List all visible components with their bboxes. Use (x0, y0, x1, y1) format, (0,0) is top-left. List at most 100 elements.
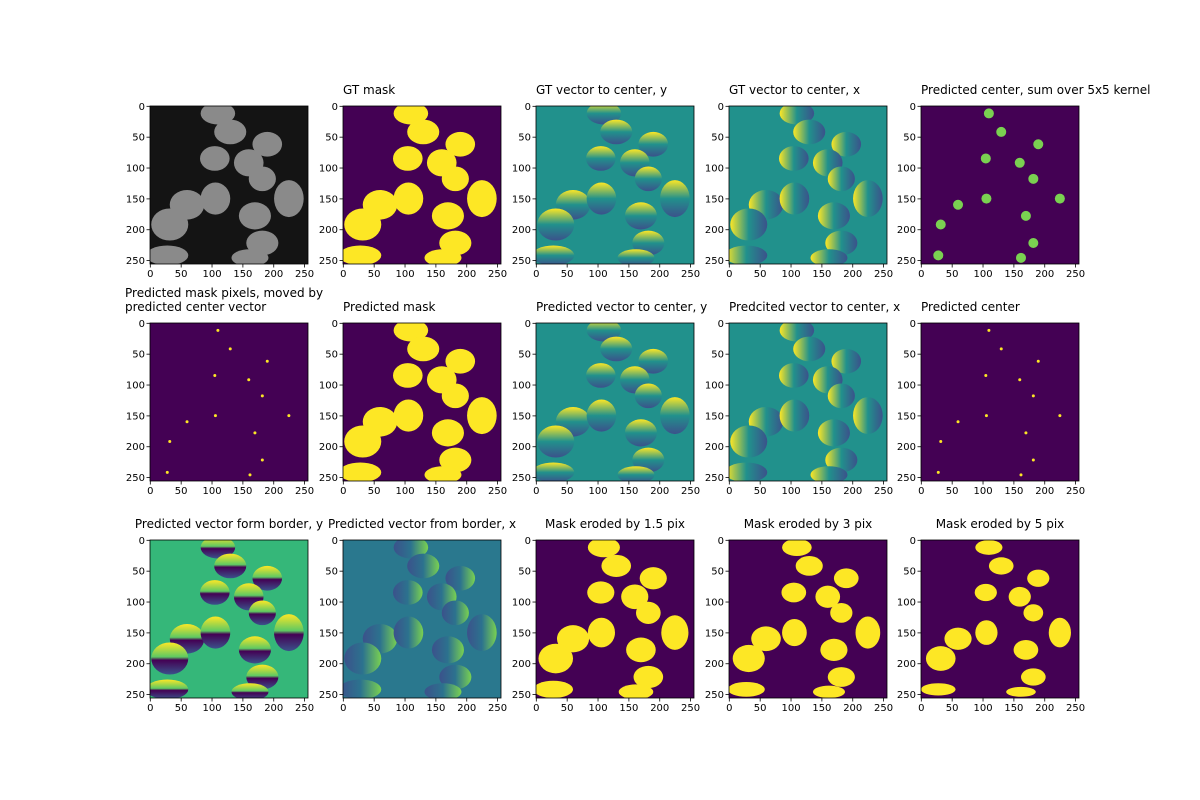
y-tick-label: 100 (705, 164, 724, 175)
panel-title: GT vector to center, y (536, 83, 667, 97)
nucleus (974, 583, 997, 602)
x-tick-label: 250 (488, 486, 507, 497)
center-spot (956, 420, 960, 424)
panel-title: Predcited vector to center, x (729, 300, 900, 314)
x-tick-label: 0 (340, 486, 346, 497)
panel-title: Predicted vector from border, x (328, 517, 516, 531)
x-tick-label: 200 (457, 269, 476, 280)
x-tick-label: 200 (264, 269, 283, 280)
x-tick-label: 100 (202, 486, 221, 497)
y-tick-label: 150 (897, 194, 916, 205)
axes-frame (342, 539, 502, 699)
center-blob (1054, 193, 1065, 204)
nucleus (151, 208, 189, 241)
panel-title: Predicted center, sum over 5x5 kernel (921, 83, 1150, 97)
x-tick-label: 150 (426, 486, 445, 497)
center-spot (185, 420, 189, 424)
center-spot (936, 470, 940, 474)
nucleus (424, 683, 462, 698)
nucleus (825, 447, 858, 473)
center-spot (213, 373, 217, 377)
nucleus (587, 540, 620, 558)
center-spot (939, 440, 943, 443)
nucleus (200, 182, 231, 215)
nucleus (778, 146, 809, 171)
nucleus (200, 540, 236, 559)
image (150, 323, 308, 481)
y-tick-label: 50 (711, 567, 724, 578)
image (536, 106, 694, 264)
x-tick-label: 250 (1066, 486, 1085, 497)
y-tick-label: 150 (319, 194, 338, 205)
nucleus (827, 383, 855, 409)
nucleus (536, 245, 575, 264)
y-tick-label: 150 (705, 628, 724, 639)
y-tick-label: 150 (512, 411, 531, 422)
y-tick-label: 0 (718, 319, 724, 330)
nucleus (199, 146, 230, 171)
image (729, 323, 887, 481)
y-tick-label: 0 (332, 102, 338, 113)
y-tick-label: 200 (126, 225, 145, 236)
y-tick-label: 150 (705, 194, 724, 205)
nucleus (431, 202, 464, 230)
y-tick-label: 50 (132, 567, 145, 578)
center-blob (1020, 210, 1031, 221)
x-tick-label: 250 (1066, 703, 1085, 714)
x-tick-label: 150 (619, 703, 638, 714)
nucleus (618, 684, 654, 698)
x-tick-label: 250 (488, 269, 507, 280)
axes-frame (342, 105, 502, 265)
x-tick-label: 0 (147, 703, 153, 714)
x-tick-label: 150 (619, 269, 638, 280)
y-tick-label: 0 (332, 536, 338, 547)
y-tick-label: 50 (711, 350, 724, 361)
nucleus (393, 399, 424, 432)
y-tick-label: 50 (325, 350, 338, 361)
center-spot (1058, 414, 1062, 418)
axes-frame (920, 539, 1080, 699)
x-tick-label: 250 (1066, 269, 1085, 280)
x-tick-label: 50 (175, 269, 188, 280)
center-spot (248, 473, 252, 477)
y-tick-label: 0 (525, 102, 531, 113)
nucleus (635, 601, 661, 624)
nucleus (441, 600, 469, 626)
panel-title: Mask eroded by 1.5 pix (545, 517, 685, 531)
nucleus (150, 245, 189, 264)
y-tick-label: 250 (897, 473, 916, 484)
nucleus (445, 348, 476, 374)
x-tick-label: 50 (368, 486, 381, 497)
center-blob (933, 250, 944, 261)
axes-frame (149, 539, 309, 699)
nucleus (730, 208, 768, 241)
y-tick-label: 100 (705, 598, 724, 609)
nucleus (626, 637, 656, 663)
x-tick-label: 200 (457, 486, 476, 497)
nucleus (621, 584, 649, 610)
center-blob (996, 126, 1007, 137)
image (729, 540, 887, 698)
center-blob (981, 193, 992, 204)
y-tick-label: 100 (126, 598, 145, 609)
y-tick-label: 250 (319, 256, 338, 267)
nucleus (793, 336, 826, 362)
image (343, 106, 501, 264)
x-tick-label: 250 (295, 269, 314, 280)
nucleus (392, 580, 423, 605)
axes-frame (728, 105, 888, 265)
y-tick-label: 50 (903, 567, 916, 578)
x-tick-label: 250 (681, 486, 700, 497)
nucleus (782, 619, 807, 647)
x-tick-label: 50 (946, 486, 959, 497)
x-tick-label: 0 (726, 703, 732, 714)
x-tick-label: 200 (650, 486, 669, 497)
nucleus (393, 540, 429, 559)
image-background (921, 323, 1079, 481)
nucleus (441, 166, 469, 192)
y-tick-label: 100 (126, 164, 145, 175)
nucleus (782, 540, 812, 557)
nucleus (830, 602, 853, 623)
x-tick-label: 50 (754, 269, 767, 280)
nucleus (246, 230, 279, 256)
